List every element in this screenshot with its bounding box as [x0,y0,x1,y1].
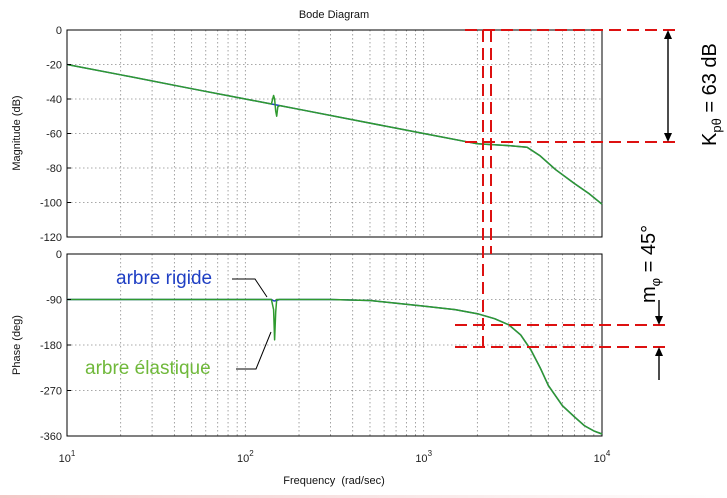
frequency-tick-labels: 101 102 103 104 [59,449,611,465]
magnitude-grid [67,30,602,237]
magnitude-y-tick-label: -40 [46,94,62,106]
magnitude-y-tick-label: -20 [46,60,62,72]
magnitude-curves [66,63,603,205]
chart-title: Bode Diagram [299,9,369,21]
leader-arbre-elastique [236,331,272,370]
magnitude-y-tick-label: -60 [46,129,62,141]
leader-arbre-rigide [232,278,268,298]
phase-y-tick-label: -90 [46,295,62,307]
frequency-tick-label: 103 [415,449,432,465]
gain-annotation: Kpθ = 63 dB [699,43,724,146]
bottom-accent-bar [0,495,727,498]
label-arbre-rigide: arbre rigide [116,268,212,289]
magnitude-series-arbre-rigide [66,63,603,205]
frequency-tick-label: 104 [594,449,611,465]
frequency-tick-label: 101 [59,449,76,465]
magnitude-y-tick-label: -80 [46,163,62,175]
gain-margin-arrow [664,30,672,142]
phase-y-tick-label: 0 [56,249,62,261]
phase-y-tick-labels: 0 -90 -180 -270 -360 [40,249,71,443]
frequency-axis-label: Frequency (rad/sec) [283,475,384,487]
phase-margin-arrows [655,300,663,380]
label-arbre-elastique: arbre élastique [85,358,211,379]
magnitude-y-tick-label: -100 [40,198,62,210]
frequency-tick-label: 102 [237,449,254,465]
magnitude-y-tick-label: -120 [40,232,62,244]
magnitude-y-tick-label: 0 [56,25,62,37]
phase-axis-label: Phase (deg) [11,315,23,375]
red-dashed-guides [455,29,680,348]
phase-y-tick-label: -270 [40,386,62,398]
magnitude-axis-label: Magnitude (dB) [11,95,23,170]
phase-margin-annotation: mφ = 45° [638,225,663,303]
magnitude-series-arbre-elastique [66,63,603,205]
magnitude-y-tick-labels: 0 -20 -40 -60 -80 -100 -120 [40,25,71,244]
phase-series-arbre-elastique [67,298,603,435]
phase-y-tick-label: -180 [40,340,62,352]
phase-curves [67,298,603,435]
phase-y-tick-label: -360 [40,431,62,443]
